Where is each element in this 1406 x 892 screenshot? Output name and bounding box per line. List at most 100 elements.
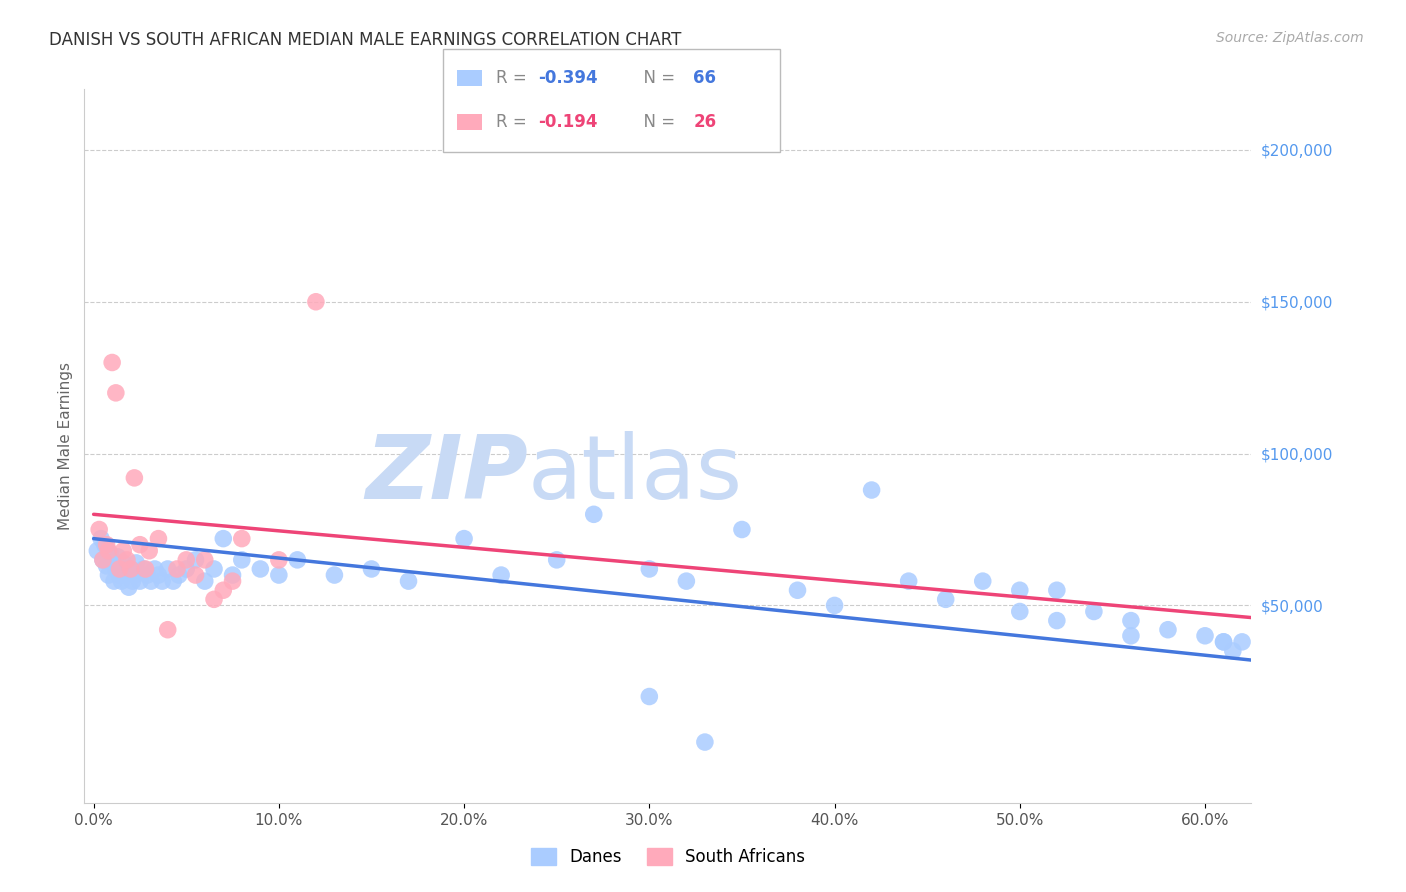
Point: [360, 562, 382, 576]
Point: [1194, 629, 1216, 643]
Point: [120, 562, 142, 576]
Point: [1230, 635, 1253, 649]
Legend: Danes, South Africans: Danes, South Africans: [524, 841, 811, 873]
Point: [174, 562, 197, 576]
Text: Source: ZipAtlas.com: Source: ZipAtlas.com: [1216, 31, 1364, 45]
Point: [97, 568, 120, 582]
Point: [103, 574, 125, 588]
Point: [267, 553, 290, 567]
Point: [124, 568, 146, 582]
Point: [1212, 635, 1234, 649]
Point: [120, 562, 142, 576]
Point: [148, 568, 170, 582]
Text: atlas: atlas: [527, 431, 742, 518]
Point: [101, 355, 124, 369]
Point: [860, 483, 883, 497]
Point: [1008, 605, 1031, 619]
Point: [638, 562, 661, 576]
Point: [138, 543, 160, 558]
Text: R =: R =: [496, 69, 533, 87]
Text: N =: N =: [633, 113, 681, 131]
Point: [124, 471, 146, 485]
Point: [582, 508, 605, 522]
Point: [1008, 583, 1031, 598]
Point: [148, 532, 170, 546]
Point: [108, 568, 131, 582]
Point: [194, 574, 217, 588]
Point: [194, 553, 217, 567]
Text: -0.394: -0.394: [538, 69, 598, 87]
Point: [167, 568, 190, 582]
Point: [212, 532, 235, 546]
Point: [638, 690, 661, 704]
Point: [89, 523, 111, 537]
Point: [129, 574, 152, 588]
Point: [134, 562, 156, 576]
Point: [101, 556, 124, 570]
Point: [174, 553, 197, 567]
Point: [184, 553, 207, 567]
Point: [156, 623, 179, 637]
Point: [112, 556, 135, 570]
Point: [98, 547, 121, 561]
Text: 66: 66: [693, 69, 716, 87]
Point: [136, 568, 159, 582]
Point: [675, 574, 697, 588]
Point: [231, 532, 253, 546]
Point: [115, 568, 138, 582]
Point: [86, 543, 108, 558]
Point: [1046, 583, 1069, 598]
Point: [91, 553, 114, 567]
Point: [731, 523, 754, 537]
Point: [107, 549, 129, 564]
Point: [824, 599, 846, 613]
Point: [1119, 629, 1142, 643]
Point: [972, 574, 994, 588]
Point: [166, 562, 188, 576]
Point: [1212, 635, 1234, 649]
Point: [398, 574, 420, 588]
Point: [139, 574, 162, 588]
Point: [129, 538, 152, 552]
Text: -0.194: -0.194: [538, 113, 598, 131]
Point: [935, 592, 957, 607]
Point: [786, 583, 808, 598]
Point: [93, 538, 115, 552]
Point: [1046, 614, 1069, 628]
Y-axis label: Median Male Earnings: Median Male Earnings: [58, 362, 73, 530]
Point: [305, 294, 328, 309]
Point: [212, 583, 235, 598]
Point: [287, 553, 309, 567]
Point: [110, 574, 132, 588]
Text: N =: N =: [633, 69, 681, 87]
Text: R =: R =: [496, 113, 533, 131]
Point: [91, 553, 114, 567]
Text: 26: 26: [693, 113, 716, 131]
Point: [115, 553, 138, 567]
Point: [1157, 623, 1180, 637]
Point: [125, 556, 148, 570]
Point: [1222, 644, 1244, 658]
Text: DANISH VS SOUTH AFRICAN MEDIAN MALE EARNINGS CORRELATION CHART: DANISH VS SOUTH AFRICAN MEDIAN MALE EARN…: [49, 31, 682, 49]
Point: [1083, 605, 1105, 619]
Point: [202, 592, 225, 607]
Point: [231, 553, 253, 567]
Point: [489, 568, 512, 582]
Point: [104, 562, 127, 576]
Point: [121, 574, 143, 588]
Point: [267, 568, 290, 582]
Point: [150, 574, 173, 588]
Point: [897, 574, 920, 588]
Point: [132, 562, 155, 576]
Point: [96, 558, 118, 573]
Point: [104, 385, 127, 400]
Point: [546, 553, 568, 567]
Point: [143, 562, 166, 576]
Text: ZIP: ZIP: [366, 431, 527, 518]
Point: [221, 568, 243, 582]
Point: [108, 562, 131, 576]
Point: [323, 568, 346, 582]
Point: [1119, 614, 1142, 628]
Point: [96, 538, 118, 552]
Point: [162, 574, 184, 588]
